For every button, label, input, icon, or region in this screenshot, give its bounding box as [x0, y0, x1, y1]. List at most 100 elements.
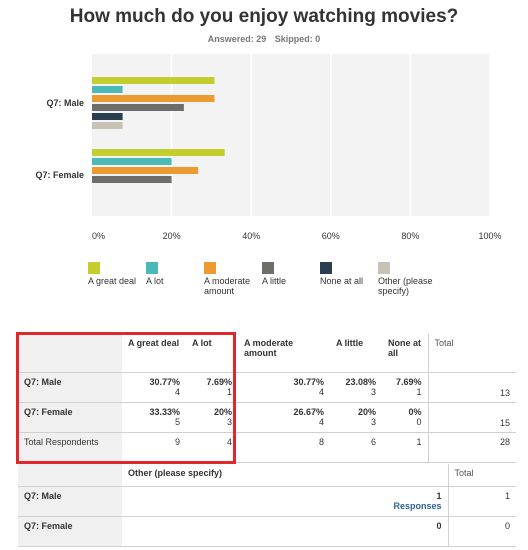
other-cell: 0: [122, 516, 448, 547]
bar: [92, 113, 123, 120]
header-moderate: A moderate amount: [238, 334, 330, 373]
answered-count: Answered: 29: [207, 34, 267, 44]
cell-percent: 33.33%: [149, 406, 180, 417]
cell-count: 5: [174, 416, 180, 427]
row-label: Q7: Male: [18, 486, 122, 517]
legend-item: A little: [262, 262, 324, 286]
table-cell: 7.69% 1: [382, 372, 428, 403]
legend-label: Other (please specify): [378, 276, 433, 296]
legend-item: None at all: [320, 262, 382, 286]
cell-percent: 0%: [408, 406, 422, 417]
header-other: Other (please specify): [122, 464, 448, 487]
results-table: A great deal A lot A moderate amount A l…: [18, 334, 516, 463]
row-label: Q7: Male: [18, 372, 122, 403]
row-total: 1: [447, 486, 516, 517]
table-cell: 20% 3: [186, 402, 238, 433]
bar: [92, 77, 215, 84]
bar: [92, 167, 199, 174]
cell-count: 4: [318, 386, 324, 397]
cell-percent: 30.77%: [293, 376, 324, 387]
table-row: Q7: Female 33.33% 5 20% 3 26.67% 4 20% 3 0% 0…: [18, 402, 516, 433]
header-blank: [18, 464, 122, 487]
other-count: 0: [436, 520, 442, 531]
cell-percent: 7.69%: [206, 376, 232, 387]
legend-item: A great deal: [88, 262, 150, 286]
chart-legend: A great deal A lot A moderate amount A litt…: [88, 262, 508, 312]
responses-link[interactable]: Responses: [393, 500, 442, 511]
header-total: Total: [427, 334, 516, 373]
cell-percent: 26.67%: [293, 406, 324, 417]
x-tick-label: 40%: [242, 231, 260, 241]
legend-item: A moderate amount: [204, 262, 266, 296]
table-cell: 23.08% 3: [330, 372, 382, 403]
header-little: A little: [330, 334, 382, 373]
cell-percent: 30.77%: [149, 376, 180, 387]
legend-swatch: [88, 262, 100, 274]
cell-percent: 20%: [357, 406, 376, 417]
header-other-total: Total: [447, 464, 516, 487]
legend-label: A great deal: [88, 276, 137, 286]
legend-label: None at all: [320, 276, 364, 286]
cell-count: 0: [416, 416, 422, 427]
row-total: 13: [427, 372, 516, 403]
row-label: Q7: Female: [18, 402, 122, 433]
cell-percent: 20%: [213, 406, 232, 417]
table-row: Q7: Male 1 Responses 1: [18, 486, 516, 517]
total-value: 1: [382, 432, 428, 463]
response-summary: Answered: 29 Skipped: 0: [0, 34, 528, 44]
row-total: 15: [427, 402, 516, 433]
other-count: 1: [436, 490, 442, 501]
bar: [92, 122, 123, 129]
header-great-deal: A great deal: [122, 334, 186, 373]
legend-item: Other (please specify): [378, 262, 440, 296]
legend-item: A lot: [146, 262, 208, 286]
table-row: Q7: Female 0 0: [18, 516, 516, 547]
legend-swatch: [378, 262, 390, 274]
grand-total: 28: [427, 432, 516, 463]
legend-label: A moderate amount: [204, 276, 251, 296]
cell-count: 4: [174, 386, 180, 397]
bar: [92, 158, 172, 165]
table-header-row: A great deal A lot A moderate amount A l…: [18, 334, 516, 373]
cell-count: 3: [226, 416, 232, 427]
table-cell: 30.77% 4: [238, 372, 330, 403]
other-cell: 1 Responses: [122, 486, 448, 517]
header-none: None at all: [382, 334, 428, 373]
x-tick-label: 100%: [478, 231, 501, 241]
cell-percent: 7.69%: [395, 376, 422, 387]
cell-percent: 23.08%: [345, 376, 376, 387]
category-label: Q7: Female: [35, 170, 84, 180]
total-value: 6: [330, 432, 382, 463]
legend-swatch: [204, 262, 216, 274]
total-value: 4: [186, 432, 238, 463]
row-label: Q7: Female: [18, 516, 122, 547]
table-cell: 20% 3: [330, 402, 382, 433]
legend-label: A lot: [146, 276, 164, 286]
other-header-row: Other (please specify) Total: [18, 464, 516, 487]
category-label: Q7: Male: [46, 98, 84, 108]
x-tick-label: 80%: [401, 231, 419, 241]
bar: [92, 86, 123, 93]
total-respondents-label: Total Respondents: [18, 432, 122, 463]
cell-count: 4: [318, 416, 324, 427]
table-cell: 26.67% 4: [238, 402, 330, 433]
x-tick-label: 20%: [163, 231, 181, 241]
table-cell: 7.69% 1: [186, 372, 238, 403]
cell-count: 3: [370, 416, 376, 427]
total-respondents-row: Total Respondents 9 4 8 6 1 28: [18, 432, 516, 463]
table-row: Q7: Male 30.77% 4 7.69% 1 30.77% 4 23.08% 3 …: [18, 372, 516, 403]
header-blank: [18, 334, 122, 373]
x-tick-label: 60%: [322, 231, 340, 241]
row-total: 0: [447, 516, 516, 547]
table-cell: 33.33% 5: [122, 402, 186, 433]
legend-swatch: [262, 262, 274, 274]
table-cell: 30.77% 4: [122, 372, 186, 403]
bar: [92, 149, 225, 156]
cell-count: 1: [226, 386, 232, 397]
chart-title: How much do you enjoy watching movies?: [69, 6, 459, 27]
x-tick-label: 0%: [92, 231, 105, 241]
header-a-lot: A lot: [186, 334, 238, 373]
table-cell: 0% 0: [382, 402, 428, 433]
legend-swatch: [146, 262, 158, 274]
bar-chart: 0% 20% 40% 60% 80% 100% Q7: Male Q7: Female: [35, 54, 502, 241]
